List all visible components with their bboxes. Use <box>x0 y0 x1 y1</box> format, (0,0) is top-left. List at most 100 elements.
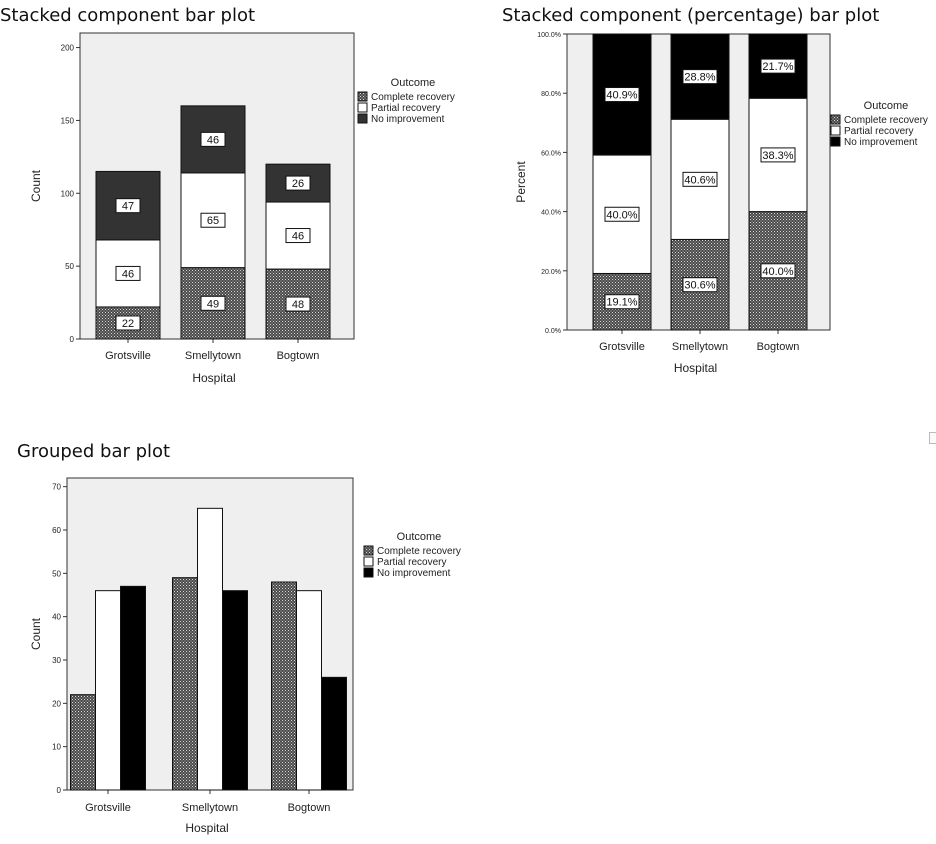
bar-partial-recovery-smellytown <box>197 507 223 791</box>
data-label-box <box>115 198 141 214</box>
data-label-box <box>285 228 311 244</box>
bar-complete-recovery-smellytown <box>172 577 198 791</box>
x-tick-label: Grotsville <box>85 802 131 814</box>
data-label-box <box>760 263 796 279</box>
bar-partial-recovery-grotsville <box>95 590 121 791</box>
x-axis-title: Hospital <box>674 361 717 375</box>
stacked-count-heading: Stacked component bar plot <box>0 5 256 26</box>
x-axis-title: Hospital <box>185 821 228 835</box>
y-tick-label: 0 <box>70 335 75 344</box>
data-label: 26 <box>292 178 304 190</box>
data-label: 22 <box>122 318 134 330</box>
data-label-box <box>604 294 640 310</box>
y-tick-label: 50 <box>52 569 61 578</box>
y-tick-label: 100 <box>61 189 75 198</box>
legend-title: Outcome <box>391 77 436 89</box>
data-label-box <box>200 212 226 228</box>
data-label: 46 <box>207 134 219 146</box>
data-label-box <box>285 296 311 312</box>
x-tick-label: Smellytown <box>182 802 238 814</box>
data-label-box <box>285 175 311 191</box>
data-label: 47 <box>122 201 134 213</box>
legend-swatch-partial-recovery <box>363 556 374 567</box>
data-label: 49 <box>207 298 219 310</box>
data-label: 40.6% <box>684 174 715 186</box>
legend-label-no-improvement: No improvement <box>371 114 445 125</box>
y-tick-label: 60.0% <box>541 150 561 157</box>
data-label: 46 <box>122 268 134 280</box>
legend-swatch-complete-recovery <box>830 114 841 125</box>
y-tick-label: 20 <box>52 699 61 708</box>
y-tick-label: 100.0% <box>537 32 561 39</box>
data-label: 28.8% <box>684 72 715 84</box>
data-label-box <box>682 69 718 85</box>
y-tick-label: 40 <box>52 613 61 622</box>
x-tick-label: Bogtown <box>277 350 320 362</box>
y-tick-label: 40.0% <box>541 210 561 217</box>
legend-label-complete-recovery: Complete recovery <box>377 546 461 557</box>
data-label: 46 <box>292 231 304 243</box>
y-tick-label: 70 <box>52 483 61 492</box>
legend-label-no-improvement: No improvement <box>844 137 918 148</box>
stacked-percent-heading: Stacked component (percentage) bar plot <box>502 5 880 26</box>
y-tick-label: 0 <box>57 786 62 795</box>
data-label: 40.0% <box>762 266 793 278</box>
legend-swatch-no-improvement <box>830 136 841 147</box>
legend-swatch-partial-recovery <box>357 102 368 113</box>
x-tick-label: Grotsville <box>105 350 151 362</box>
data-label-box <box>682 171 718 187</box>
data-label-box <box>200 131 226 147</box>
data-label: 40.0% <box>606 209 637 221</box>
bar-no-improvement-smellytown <box>222 590 248 791</box>
y-tick-label: 80.0% <box>541 91 561 98</box>
data-label-box <box>604 206 640 222</box>
data-label-box <box>115 265 141 281</box>
legend-label-partial-recovery: Partial recovery <box>844 126 913 137</box>
bar-partial-recovery-bogtown <box>296 590 322 791</box>
x-tick-label: Smellytown <box>672 341 728 353</box>
x-axis-title: Hospital <box>192 371 235 385</box>
legend-title: Outcome <box>397 531 442 543</box>
legend-label-complete-recovery: Complete recovery <box>844 115 928 126</box>
data-label-box <box>760 58 796 74</box>
legend-title: Outcome <box>864 100 909 112</box>
data-label-box <box>115 315 141 331</box>
data-label: 65 <box>207 215 219 227</box>
data-label: 40.9% <box>606 90 637 102</box>
data-label: 30.6% <box>684 280 715 292</box>
y-axis-title: Percent <box>514 161 528 203</box>
y-tick-label: 60 <box>52 526 61 535</box>
legend-swatch-partial-recovery <box>830 125 841 136</box>
y-tick-label: 0.0% <box>545 328 561 335</box>
collapse-handle-icon[interactable] <box>929 432 936 444</box>
data-label: 21.7% <box>762 61 793 73</box>
grouped-heading: Grouped bar plot <box>17 441 171 462</box>
y-axis-title: Count <box>29 617 43 650</box>
bar-complete-recovery-grotsville <box>70 694 96 791</box>
y-tick-label: 50 <box>65 262 74 271</box>
bar-no-improvement-grotsville <box>120 585 146 791</box>
bar-no-improvement-bogtown <box>321 676 347 791</box>
legend-label-partial-recovery: Partial recovery <box>377 557 446 568</box>
legend-swatch-no-improvement <box>357 113 368 124</box>
x-tick-label: Bogtown <box>757 341 800 353</box>
y-tick-label: 10 <box>52 743 61 752</box>
x-tick-label: Grotsville <box>599 341 645 353</box>
data-label: 38.3% <box>762 150 793 162</box>
legend-swatch-complete-recovery <box>357 91 368 102</box>
x-tick-label: Smellytown <box>185 350 241 362</box>
legend-label-complete-recovery: Complete recovery <box>371 92 455 103</box>
legend-label-partial-recovery: Partial recovery <box>371 103 440 114</box>
data-label-box <box>760 147 796 163</box>
legend-swatch-complete-recovery <box>363 545 374 556</box>
data-label: 48 <box>292 299 304 311</box>
legend-swatch-no-improvement <box>363 567 374 578</box>
y-tick-label: 30 <box>52 656 61 665</box>
y-axis-title: Count <box>29 169 43 202</box>
data-label: 19.1% <box>606 297 637 309</box>
data-label-box <box>200 295 226 311</box>
legend-label-no-improvement: No improvement <box>377 568 451 579</box>
